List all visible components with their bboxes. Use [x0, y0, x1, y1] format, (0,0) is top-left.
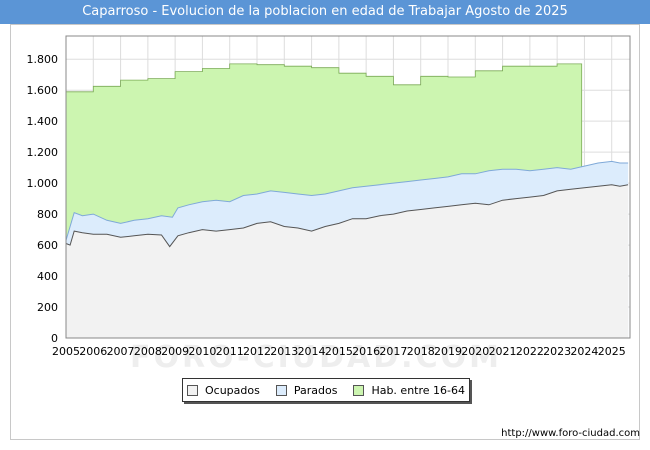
x-tick-label: 2020: [461, 345, 489, 358]
x-tick-label: 2016: [352, 345, 380, 358]
x-tick-label: 2019: [434, 345, 462, 358]
series-ocupados-area: [66, 184, 629, 338]
y-tick-label: 1.600: [27, 84, 59, 97]
x-tick-label: 2022: [516, 345, 544, 358]
chart-areas: [65, 63, 629, 339]
legend-label-ocupados: Ocupados: [204, 383, 260, 397]
legend-label-parados: Parados: [293, 383, 338, 397]
x-tick-label: 2008: [134, 345, 162, 358]
x-tick-labels: 2005 2006 2007 2008 2009 2010 2011 2012 2013 2014…: [52, 345, 626, 358]
x-tick-label: 2017: [379, 345, 407, 358]
legend-item-parados: Parados: [275, 383, 338, 397]
x-tick-label: 2015: [325, 345, 353, 358]
chart-frame: [10, 24, 640, 440]
x-tick-label: 2007: [107, 345, 135, 358]
x-tick-label: 2025: [598, 345, 626, 358]
x-tick-label: 2009: [161, 345, 189, 358]
x-tick-label: 2013: [270, 345, 298, 358]
x-tick-label: 2006: [79, 345, 107, 358]
y-tick-labels: 0 200 400 600 800 1.000 1.200 1.400 1.600 1.800: [27, 53, 59, 345]
x-tick-label: 2023: [543, 345, 571, 358]
watermark: FORO-CIUDAD.COM: [130, 340, 502, 375]
y-tick-label: 1.400: [27, 115, 59, 128]
x-tick-label: 2018: [407, 345, 435, 358]
legend-swatch-ocupados: [186, 384, 198, 396]
y-tick-label: 800: [37, 208, 58, 221]
x-tick-label: 2011: [216, 345, 244, 358]
legend-swatch-parados: [275, 384, 287, 396]
series-parados-line: [65, 160, 629, 241]
x-tick-label: 2024: [570, 345, 598, 358]
y-tick-label: 1.000: [27, 177, 59, 190]
x-tick-label: 2012: [243, 345, 271, 358]
series-ocupados-line: [65, 184, 629, 248]
legend-label-hab: Hab. entre 16-64: [371, 383, 465, 397]
x-tick-label: 2005: [52, 345, 80, 358]
plot-border: [65, 35, 631, 339]
y-tick-label: 600: [37, 239, 58, 252]
y-tick-label: 200: [37, 301, 58, 314]
y-tick-label: 0: [51, 332, 58, 345]
legend-swatch-hab: [353, 384, 365, 396]
footer-url[interactable]: http://www.foro-ciudad.com: [501, 428, 640, 439]
x-tick-label: 2021: [489, 345, 517, 358]
legend: Ocupados Parados Hab. entre 16-64: [182, 378, 470, 402]
y-tick-label: 400: [37, 270, 58, 283]
y-tick-label: 1.200: [27, 146, 59, 159]
axes: [65, 35, 631, 339]
x-tick-label: 2010: [188, 345, 216, 358]
legend-item-ocupados: Ocupados: [186, 383, 260, 397]
legend-item-hab: Hab. entre 16-64: [353, 384, 465, 397]
y-tick-label: 1.800: [27, 53, 59, 66]
x-tick-label: 2014: [298, 345, 326, 358]
chart-title: Caparroso - Evolucion de la poblacion en…: [0, 0, 650, 24]
